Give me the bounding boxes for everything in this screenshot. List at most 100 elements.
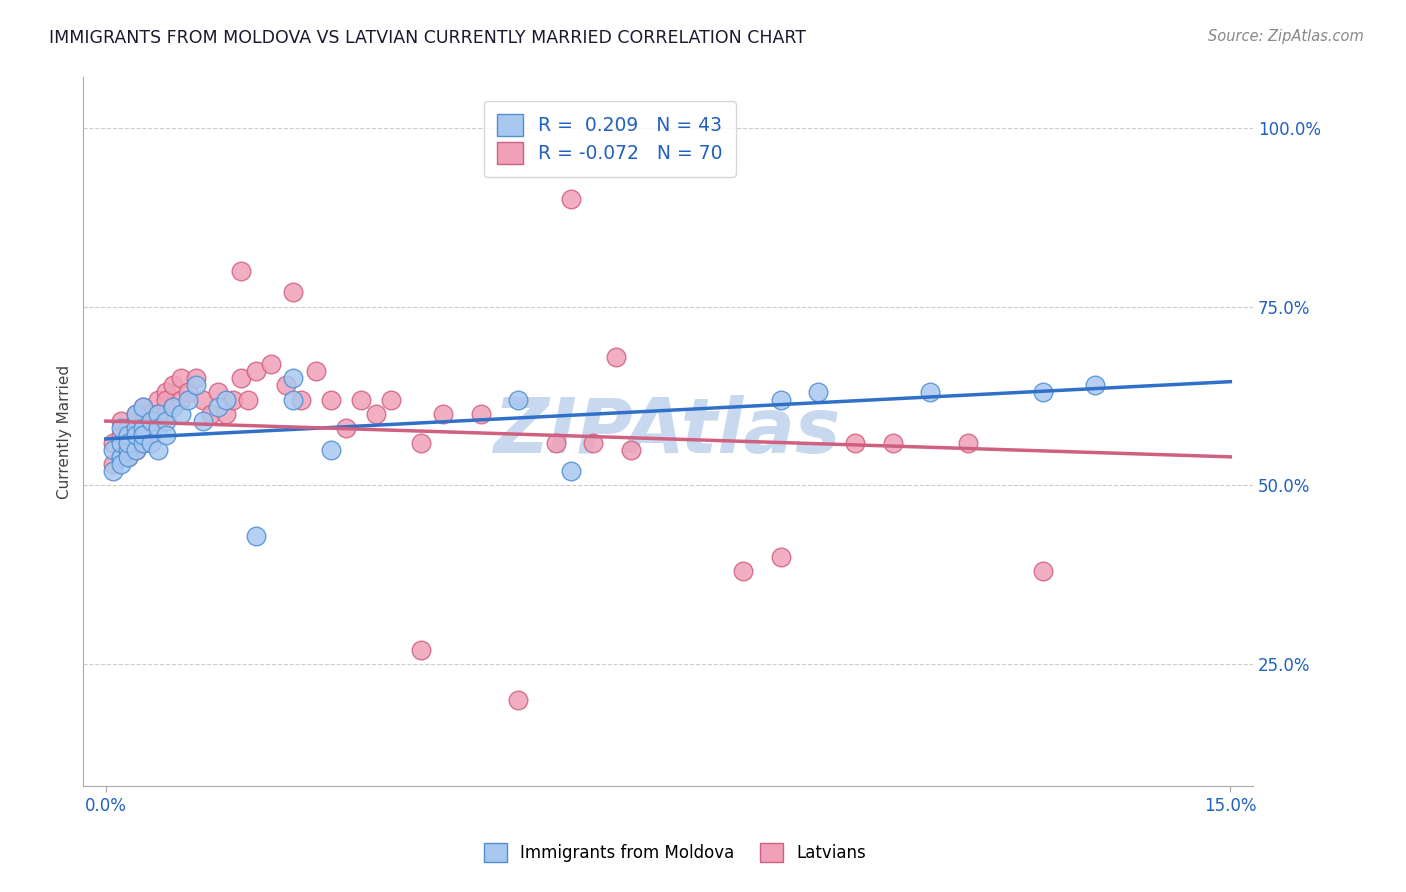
- Point: [409, 435, 432, 450]
- Point: [125, 428, 148, 442]
- Point: [125, 414, 148, 428]
- Point: [125, 442, 148, 457]
- Point: [139, 414, 162, 428]
- Point: [132, 435, 155, 450]
- Point: [283, 392, 305, 407]
- Point: [215, 392, 238, 407]
- Point: [117, 450, 139, 464]
- Point: [319, 442, 342, 457]
- Point: [207, 385, 229, 400]
- Point: [117, 428, 139, 442]
- Point: [582, 435, 605, 450]
- Point: [956, 435, 979, 450]
- Point: [139, 414, 162, 428]
- Point: [110, 414, 132, 428]
- Point: [207, 400, 229, 414]
- Point: [177, 385, 200, 400]
- Point: [117, 442, 139, 457]
- Point: [184, 371, 207, 385]
- Point: [229, 264, 252, 278]
- Point: [731, 565, 754, 579]
- Point: [155, 392, 177, 407]
- Point: [162, 400, 184, 414]
- Point: [364, 407, 387, 421]
- Point: [148, 392, 170, 407]
- Point: [125, 407, 148, 421]
- Point: [139, 421, 162, 435]
- Point: [605, 350, 627, 364]
- Point: [148, 421, 170, 435]
- Point: [177, 392, 200, 407]
- Point: [110, 428, 132, 442]
- Point: [508, 693, 530, 707]
- Point: [335, 421, 357, 435]
- Y-axis label: Currently Married: Currently Married: [58, 365, 72, 499]
- Point: [110, 435, 132, 450]
- Point: [844, 435, 866, 450]
- Point: [769, 550, 792, 565]
- Point: [1032, 385, 1054, 400]
- Point: [148, 414, 170, 428]
- Point: [560, 464, 582, 478]
- Point: [560, 192, 582, 206]
- Point: [132, 400, 155, 414]
- Point: [409, 643, 432, 657]
- Point: [139, 435, 162, 450]
- Point: [110, 457, 132, 471]
- Point: [200, 407, 222, 421]
- Point: [350, 392, 373, 407]
- Point: [139, 407, 162, 421]
- Point: [125, 442, 148, 457]
- Point: [155, 428, 177, 442]
- Point: [155, 407, 177, 421]
- Point: [148, 407, 170, 421]
- Text: IMMIGRANTS FROM MOLDOVA VS LATVIAN CURRENTLY MARRIED CORRELATION CHART: IMMIGRANTS FROM MOLDOVA VS LATVIAN CURRE…: [49, 29, 806, 46]
- Point: [283, 285, 305, 300]
- Point: [117, 435, 139, 450]
- Point: [155, 414, 177, 428]
- Point: [1084, 378, 1107, 392]
- Point: [508, 392, 530, 407]
- Legend: R =  0.209   N = 43, R = -0.072   N = 70: R = 0.209 N = 43, R = -0.072 N = 70: [484, 101, 735, 178]
- Point: [148, 407, 170, 421]
- Point: [229, 371, 252, 385]
- Point: [110, 450, 132, 464]
- Point: [245, 528, 267, 542]
- Point: [920, 385, 942, 400]
- Point: [432, 407, 454, 421]
- Point: [274, 378, 297, 392]
- Text: Source: ZipAtlas.com: Source: ZipAtlas.com: [1208, 29, 1364, 44]
- Point: [139, 428, 162, 442]
- Point: [103, 435, 125, 450]
- Point: [470, 407, 492, 421]
- Point: [260, 357, 283, 371]
- Legend: Immigrants from Moldova, Latvians: Immigrants from Moldova, Latvians: [475, 834, 875, 871]
- Point: [222, 392, 245, 407]
- Point: [125, 428, 148, 442]
- Point: [170, 407, 193, 421]
- Point: [283, 371, 305, 385]
- Point: [125, 421, 148, 435]
- Point: [125, 435, 148, 450]
- Point: [117, 428, 139, 442]
- Point: [238, 392, 260, 407]
- Point: [619, 442, 641, 457]
- Point: [544, 435, 567, 450]
- Point: [132, 435, 155, 450]
- Text: ZIPAtlas: ZIPAtlas: [495, 395, 842, 469]
- Point: [132, 414, 155, 428]
- Point: [769, 392, 792, 407]
- Point: [110, 450, 132, 464]
- Point: [170, 392, 193, 407]
- Point: [215, 407, 238, 421]
- Point: [162, 400, 184, 414]
- Point: [882, 435, 904, 450]
- Point: [148, 442, 170, 457]
- Point: [132, 400, 155, 414]
- Point: [132, 435, 155, 450]
- Point: [132, 421, 155, 435]
- Point: [117, 450, 139, 464]
- Point: [103, 464, 125, 478]
- Point: [380, 392, 402, 407]
- Point: [125, 407, 148, 421]
